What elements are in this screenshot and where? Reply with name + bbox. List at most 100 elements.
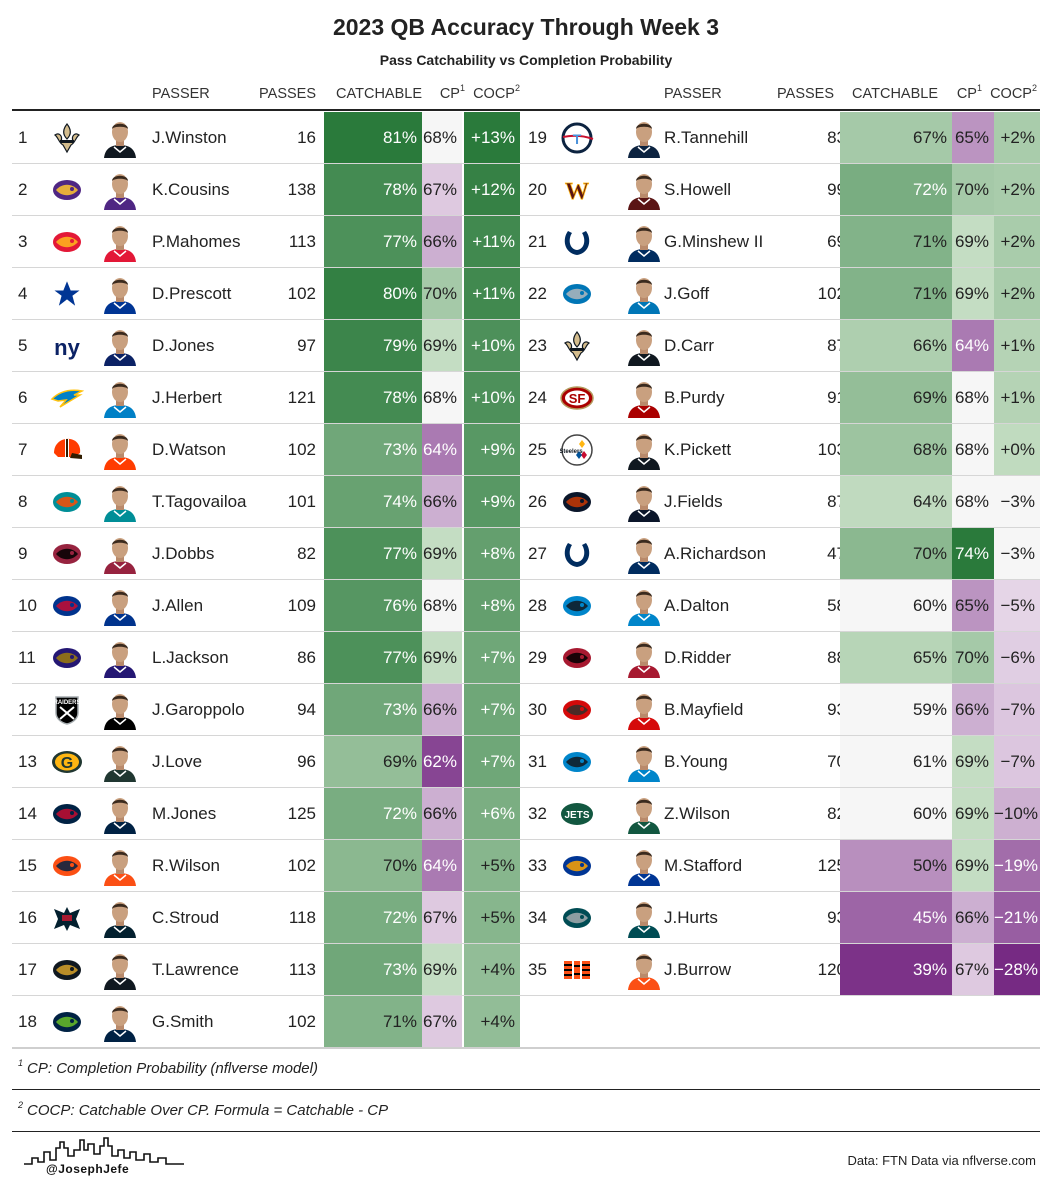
catchable-value: 65% [840, 632, 952, 684]
header-cp-right: CP1 [956, 83, 982, 103]
rank: 11 [18, 648, 36, 667]
table-row: 14 M.Jones 125 72% 66% +6% [12, 788, 524, 840]
row-divider [524, 943, 1040, 944]
cp-value: 67% [422, 996, 462, 1048]
table-row: 13 G J.Love 96 69% 62% +7% [12, 736, 524, 788]
row-divider [524, 839, 1040, 840]
fleur-de-lis-icon [50, 121, 84, 155]
cocp-value: −5% [994, 580, 1040, 632]
player-headshot [624, 482, 664, 522]
player-headshot [100, 742, 140, 782]
table-row: 15 R.Wilson 102 70% 64% +5% [12, 840, 524, 892]
player-headshot [624, 378, 664, 418]
rank: 17 [18, 960, 37, 979]
table-row: 24 SF B.Purdy 91 69% 68% +1% [524, 372, 1040, 424]
row-divider [12, 423, 524, 424]
rank: 8 [18, 492, 28, 511]
cocp-value: +4% [464, 944, 520, 996]
player-headshot [624, 222, 664, 262]
catchable-value: 72% [324, 788, 422, 840]
panther-icon [560, 589, 594, 623]
row-divider [12, 839, 524, 840]
table-row: 8 T.Tagovailoa 101 74% 66% +9% [12, 476, 524, 528]
cocp-value: +11% [464, 216, 520, 268]
row-divider [524, 163, 1040, 164]
passes-value: 109 [287, 596, 316, 615]
table-row: 27 A.Richardson 47 70% 74% −3% [524, 528, 1040, 580]
rank: 34 [528, 908, 547, 927]
city-skyline-icon [24, 1136, 184, 1180]
bronco-icon [50, 849, 84, 883]
passes-value: 103 [817, 440, 846, 459]
rank: 27 [528, 544, 547, 563]
rank: 16 [18, 908, 37, 927]
rank: 29 [528, 648, 547, 667]
catchable-value: 39% [840, 944, 952, 996]
passes-value: 94 [297, 700, 316, 719]
row-divider [524, 371, 1040, 372]
header-catchable-right: CATCHABLE [852, 86, 938, 102]
rank: 23 [528, 336, 547, 355]
passes-value: 87 [827, 492, 846, 511]
passes-value: 125 [817, 856, 846, 875]
cocp-value: −19% [994, 840, 1040, 892]
chart-subtitle: Pass Catchability vs Completion Probabil… [379, 52, 673, 68]
pirate-flag-icon [560, 693, 594, 727]
horseshoe-icon [560, 537, 594, 571]
passes-value: 91 [827, 388, 846, 407]
catchable-value: 61% [840, 736, 952, 788]
arrowhead-icon [50, 225, 84, 259]
cocp-value: −3% [994, 528, 1040, 580]
passer-name: C.Stroud [152, 908, 220, 927]
cp-value: 67% [422, 892, 462, 944]
player-headshot [100, 898, 140, 938]
rank: 33 [528, 856, 547, 875]
passes-value: 16 [297, 128, 316, 147]
rank: 13 [18, 752, 37, 771]
ram-horn-icon [560, 849, 594, 883]
catchable-value: 66% [840, 320, 952, 372]
row-divider [524, 527, 1040, 528]
cocp-value: −10% [994, 788, 1040, 840]
cp-value: 66% [422, 788, 462, 840]
dolphin-icon [50, 485, 84, 519]
table-bottom-rule [12, 1047, 1040, 1049]
catchable-value: 70% [324, 840, 422, 892]
rank: 12 [18, 700, 37, 719]
passer-name: J.Herbert [152, 388, 222, 407]
passer-name: D.Watson [152, 440, 227, 459]
cp-value: 64% [952, 320, 994, 372]
rank: 3 [18, 232, 28, 251]
catchable-value: 64% [840, 476, 952, 528]
passes-value: 102 [287, 284, 316, 303]
passer-name: J.Winston [152, 128, 227, 147]
raiders-shield-icon: RAIDERS [50, 693, 84, 727]
cocp-value: +7% [464, 632, 520, 684]
player-headshot [624, 638, 664, 678]
titans-t-icon: T [560, 121, 594, 155]
cocp-value: +13% [464, 112, 520, 164]
table-row: 3 P.Mahomes 113 77% 66% +11% [12, 216, 524, 268]
rank: 19 [528, 128, 547, 147]
rank: 6 [18, 388, 28, 407]
passes-value: 138 [287, 180, 316, 199]
passer-name: B.Purdy [664, 388, 725, 407]
row-divider [12, 891, 524, 892]
cp-value: 62% [422, 736, 462, 788]
table-row: 19 T R.Tannehill 83 67% 65% +2% [524, 112, 1040, 164]
bear-head-icon [560, 485, 594, 519]
rank: 26 [528, 492, 547, 511]
catchable-value: 59% [840, 684, 952, 736]
cp-value: 69% [952, 788, 994, 840]
cp-value: 69% [422, 528, 462, 580]
row-divider [524, 631, 1040, 632]
passer-name: R.Wilson [152, 856, 221, 875]
cp-value: 67% [952, 944, 994, 996]
passes-value: 121 [287, 388, 316, 407]
cocp-value: +7% [464, 736, 520, 788]
rank: 4 [18, 284, 28, 303]
table-row: 33 M.Stafford 125 50% 69% −19% [524, 840, 1040, 892]
rank: 25 [528, 440, 547, 459]
passer-name: B.Young [664, 752, 728, 771]
steelmark-icon: Steelers [560, 433, 594, 467]
